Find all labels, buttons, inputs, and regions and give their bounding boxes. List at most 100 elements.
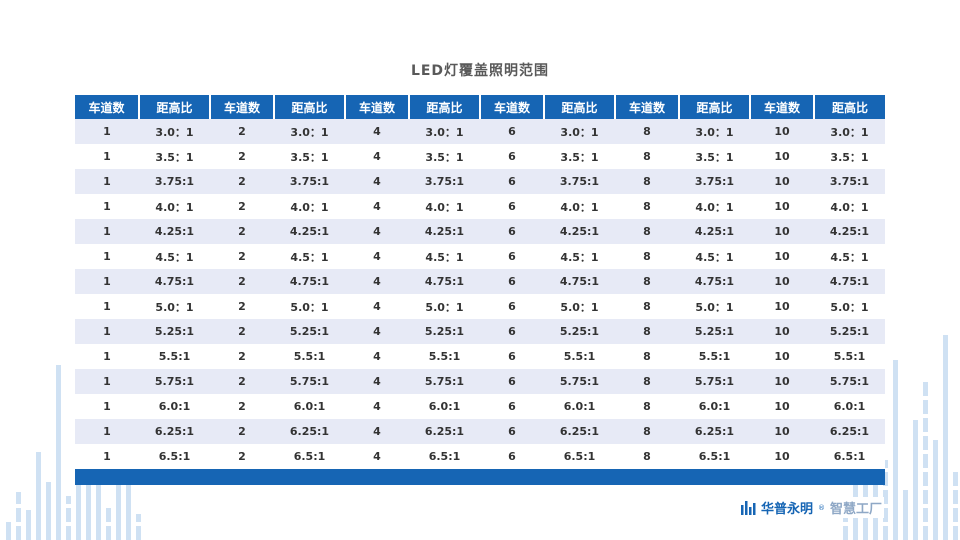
lanes-cell: 6: [508, 125, 516, 138]
lanes-cell: 8: [643, 275, 651, 288]
decor-bar: [16, 492, 21, 540]
ratio-cell: 3.5：1: [425, 150, 464, 164]
ratio-cell: 5.75:1: [829, 375, 870, 388]
ratio-cell: 5.75:1: [694, 375, 735, 388]
lanes-cell: 10: [774, 275, 790, 288]
ratio-cell: 4.75:1: [559, 275, 600, 288]
lanes-cell: 4: [373, 125, 381, 138]
ratio-cell: 4.25:1: [694, 225, 735, 238]
ratio-cell: 4.25:1: [289, 225, 330, 238]
lanes-cell: 2: [238, 250, 246, 263]
ratio-cell: 4.75:1: [694, 275, 735, 288]
ratio-cell: 5.75:1: [424, 375, 465, 388]
decor-bar: [96, 468, 101, 540]
decor-bar: [136, 514, 141, 540]
lanes-cell: 8: [643, 150, 651, 163]
lanes-cell: 2: [238, 225, 246, 238]
ratio-cell: 3.5：1: [830, 150, 869, 164]
lanes-cell: 4: [373, 200, 381, 213]
lanes-cell: 10: [774, 125, 790, 138]
lanes-cell: 10: [774, 425, 790, 438]
page-title: LED灯覆盖照明范围: [410, 63, 550, 79]
lanes-cell: 4: [373, 175, 381, 188]
column-header-ratio: 距高比: [679, 95, 751, 119]
table-row: 1 3.0：1 2 3.0：1 4 3.0：1 6 3.0：1 8 3.0：1 10 3.0：1: [75, 119, 885, 144]
ratio-cell: 4.5：1: [155, 250, 194, 264]
ratio-cell: 5.75:1: [289, 375, 330, 388]
brand-suffix: 智慧工厂: [829, 502, 882, 517]
lanes-cell: 1: [103, 200, 111, 213]
lanes-cell: 2: [238, 125, 246, 138]
lanes-cell: 8: [643, 300, 651, 313]
lanes-cell: 4: [373, 300, 381, 313]
lanes-cell: 2: [238, 300, 246, 313]
ratio-cell: 4.75:1: [289, 275, 330, 288]
column-header-lanes: 车道数: [75, 95, 140, 119]
coverage-table: 车道数 距高比 车道数 距高比 车道数 距高比 车道数 距高比 车道数 距高比 车道数 距高比 1 3.…: [75, 95, 885, 469]
table-row: 1 5.5:1 2 5.5:1 4 5.5:1 6 5.5:1 8 5.5:1 10 5.5:1: [75, 344, 885, 369]
ratio-cell: 4.75:1: [829, 275, 870, 288]
ratio-cell: 6.5:1: [563, 450, 596, 463]
lanes-cell: 4: [373, 275, 381, 288]
lanes-cell: 6: [508, 200, 516, 213]
lanes-cell: 1: [103, 225, 111, 238]
table-row: 1 5.75:1 2 5.75:1 4 5.75:1 6 5.75:1 8 5.75:1 10 5.7…: [75, 369, 885, 394]
column-header-lanes: 车道数: [480, 95, 545, 119]
lanes-cell: 1: [103, 150, 111, 163]
ratio-cell: 5.5:1: [428, 350, 461, 363]
table-footer-bar: [75, 469, 885, 485]
lanes-cell: 8: [643, 325, 651, 338]
lanes-cell: 4: [373, 400, 381, 413]
ratio-cell: 5.0：1: [155, 300, 194, 314]
table-row: 1 4.25:1 2 4.25:1 4 4.25:1 6 4.25:1 8 4.25:1 10 4.2…: [75, 219, 885, 244]
decor-bar: [106, 504, 111, 540]
lanes-cell: 1: [103, 425, 111, 438]
lanes-cell: 1: [103, 375, 111, 388]
lanes-cell: 1: [103, 400, 111, 413]
ratio-cell: 4.5：1: [560, 250, 599, 264]
lanes-cell: 6: [508, 450, 516, 463]
ratio-cell: 4.0：1: [560, 200, 599, 214]
ratio-cell: 6.5:1: [428, 450, 461, 463]
ratio-cell: 5.25:1: [829, 325, 870, 338]
ratio-cell: 5.75:1: [154, 375, 195, 388]
decor-bar: [883, 460, 888, 540]
decor-bar: [66, 496, 71, 540]
column-header-lanes: 车道数: [210, 95, 275, 119]
lanes-cell: 4: [373, 425, 381, 438]
ratio-cell: 3.0：1: [290, 125, 329, 139]
ratio-cell: 6.25:1: [154, 425, 195, 438]
table-body: 1 3.0：1 2 3.0：1 4 3.0：1 6 3.0：1 8 3.0：1 10 3.0：1 1 3.…: [75, 119, 885, 469]
lanes-cell: 6: [508, 300, 516, 313]
ratio-cell: 4.25:1: [424, 225, 465, 238]
column-header-lanes: 车道数: [615, 95, 680, 119]
column-header-lanes: 车道数: [750, 95, 815, 119]
ratio-cell: 4.5：1: [290, 250, 329, 264]
column-header-ratio: 距高比: [814, 95, 885, 119]
registered-mark: ®: [817, 503, 825, 512]
column-header-ratio: 距高比: [139, 95, 211, 119]
lanes-cell: 10: [774, 400, 790, 413]
lanes-cell: 10: [774, 225, 790, 238]
lanes-cell: 8: [643, 200, 651, 213]
ratio-cell: 3.75:1: [424, 175, 465, 188]
coverage-table-wrap: 车道数 距高比 车道数 距高比 车道数 距高比 车道数 距高比 车道数 距高比 车道数 距高比 1 3.…: [75, 95, 885, 485]
ratio-cell: 5.0：1: [290, 300, 329, 314]
table-row: 1 6.0:1 2 6.0:1 4 6.0:1 6 6.0:1 8 6.0:1 10 6.0:1: [75, 394, 885, 419]
ratio-cell: 3.75:1: [154, 175, 195, 188]
ratio-cell: 5.5:1: [563, 350, 596, 363]
lanes-cell: 6: [508, 375, 516, 388]
decor-bar: [126, 480, 131, 540]
ratio-cell: 6.25:1: [694, 425, 735, 438]
lanes-cell: 8: [643, 425, 651, 438]
bar-chart-logo-icon: [740, 500, 756, 515]
decor-bar: [76, 430, 81, 540]
decor-bar: [923, 380, 928, 540]
ratio-cell: 3.75:1: [829, 175, 870, 188]
ratio-cell: 5.0：1: [560, 300, 599, 314]
ratio-cell: 3.0：1: [560, 125, 599, 139]
table-row: 1 6.5:1 2 6.5:1 4 6.5:1 6 6.5:1 8 6.5:1 10 6.5:1: [75, 444, 885, 469]
ratio-cell: 5.0：1: [830, 300, 869, 314]
lanes-cell: 2: [238, 150, 246, 163]
lanes-cell: 4: [373, 375, 381, 388]
